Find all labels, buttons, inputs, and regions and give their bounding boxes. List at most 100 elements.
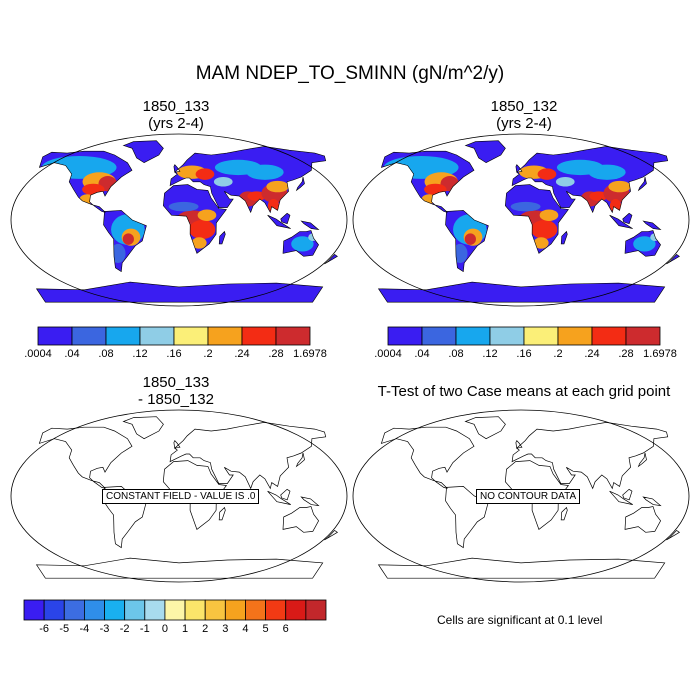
colorbar-swatch <box>105 326 141 346</box>
panel-title-3: 1850_133 - 1850_132 <box>26 374 326 408</box>
colorbar-swatch <box>139 326 175 346</box>
colorbar-swatch <box>144 599 166 621</box>
colorbar-tick-label: -3 <box>100 623 110 635</box>
colorbar-tick-label: .12 <box>132 348 147 360</box>
colorbar-swatch <box>625 326 661 346</box>
colorbar-swatch <box>241 326 277 346</box>
colorbar-tick-label: .08 <box>448 348 463 360</box>
field-region-13 <box>191 237 207 249</box>
significance-note: Cells are significant at 0.1 level <box>437 613 603 627</box>
colorbar-swatch <box>204 599 226 621</box>
colorbar-tick-label: -2 <box>120 623 130 635</box>
colorbar-swatch <box>84 599 105 621</box>
panel-title-3-line1: 1850_133 <box>142 374 210 391</box>
colorbar-swatch <box>245 599 266 621</box>
colorbar-tick-label: .24 <box>234 348 249 360</box>
colorbar-swatch <box>557 326 593 346</box>
colorbar-tick-label: .04 <box>64 348 79 360</box>
field-region-21 <box>556 159 604 176</box>
field-region-21 <box>214 159 262 176</box>
panel-title-2-line2: (yrs 2-4) <box>496 115 552 132</box>
colorbar-swatch <box>207 326 243 346</box>
field-region-12 <box>510 201 541 212</box>
colorbar-tick-label: -1 <box>140 623 150 635</box>
field-region-17 <box>589 191 609 201</box>
colorbar-1: .0004 .04 .08 .12 .16 .2 .24 .28 1.6978 <box>24 326 327 360</box>
field-region-24 <box>291 236 314 252</box>
colorbar-tick-label: .16 <box>516 348 531 360</box>
panel-title-1-line2: (yrs 2-4) <box>148 115 204 132</box>
colorbar-swatch <box>387 326 423 346</box>
colorbar-tick-label: .12 <box>482 348 497 360</box>
field-region-19 <box>266 180 289 193</box>
field-region-22 <box>213 177 233 187</box>
field-region-3 <box>424 183 447 196</box>
field-region-24 <box>633 236 656 252</box>
field-region-25 <box>650 233 660 242</box>
panel-title-1: 1850_133 (yrs 2-4) <box>26 98 326 132</box>
colorbar-tick-label: .16 <box>166 348 181 360</box>
field-region-15 <box>195 168 215 180</box>
colorbar-tick-label: .2 <box>553 348 562 360</box>
field-region-11 <box>197 209 217 221</box>
field-region-19 <box>608 180 631 193</box>
field-region-7 <box>122 233 134 245</box>
field-region-23 <box>609 198 622 213</box>
map-border <box>10 409 348 583</box>
figure-title: MAM NDEP_TO_SMINN (gN/m^2/y) <box>195 63 505 84</box>
coastline <box>377 140 680 303</box>
colorbar-tick-label: 0 <box>162 623 168 635</box>
panel-title-3-line2: - 1850_132 <box>138 391 214 408</box>
colorbar-swatch <box>455 326 491 346</box>
field-region-4 <box>79 194 95 204</box>
field-region-7 <box>464 233 476 245</box>
field-region-25 <box>308 233 318 242</box>
colorbar-tick-label: 5 <box>263 623 269 635</box>
colorbar-tick-label: -6 <box>39 623 49 635</box>
map-panel-3 <box>10 409 348 583</box>
field-region-22 <box>555 177 575 187</box>
field-region-3 <box>82 183 105 196</box>
panel-title-2-line1: 1850_132 <box>490 98 558 115</box>
colorbar-tick-label: 4 <box>242 623 248 635</box>
colorbar-swatch <box>265 599 287 621</box>
colorbar-swatch <box>104 599 126 621</box>
colorbar-tick-label: 1 <box>182 623 188 635</box>
colorbar-swatch <box>523 326 559 346</box>
colorbar-2: .0004 .04 .08 .12 .16 .2 .24 .28 1.6978 <box>374 326 677 360</box>
colorbar-swatch <box>285 599 307 621</box>
constant-field-message: CONSTANT FIELD - VALUE IS .0 <box>102 489 260 504</box>
colorbar-swatch <box>124 599 146 621</box>
colorbar-swatch <box>275 326 311 346</box>
colorbar-tick-label: .28 <box>268 348 283 360</box>
colorbar-tick-label: 1.6978 <box>643 348 677 360</box>
colorbar-tick-label: 6 <box>283 623 289 635</box>
field-region-10 <box>189 220 216 240</box>
colorbar-swatch <box>71 326 107 346</box>
colorbar-tick-label: .24 <box>584 348 599 360</box>
colorbar-3: -6 -5 -4 -3 -2 -1 0 1 2 3 4 5 6 <box>23 599 327 635</box>
map-panel-1 <box>10 133 348 307</box>
colorbar-swatch <box>164 599 186 621</box>
colorbar-swatch <box>305 599 327 621</box>
colorbar-tick-label: .08 <box>98 348 113 360</box>
map-border <box>10 133 348 307</box>
colorbar-swatch <box>63 599 85 621</box>
colorbar-swatch <box>421 326 457 346</box>
no-contour-message: NO CONTOUR DATA <box>476 489 581 504</box>
colorbar-swatch <box>489 326 525 346</box>
panel-title-1-line1: 1850_133 <box>142 98 210 115</box>
field-region-13 <box>533 237 549 249</box>
map-border <box>352 133 690 307</box>
field-region-12 <box>168 201 199 212</box>
colorbar-tick-label: 2 <box>202 623 208 635</box>
field-region-4 <box>421 194 437 204</box>
colorbar-tick-label: -5 <box>59 623 69 635</box>
field-region-17 <box>247 191 267 201</box>
colorbar-tick-label: .0004 <box>374 348 402 360</box>
colorbar-tick-label: 3 <box>222 623 228 635</box>
colorbar-swatch <box>23 599 45 621</box>
colorbar-tick-label: .2 <box>203 348 212 360</box>
panel-title-2: 1850_132 (yrs 2-4) <box>374 98 674 132</box>
colorbar-tick-label: .0004 <box>24 348 52 360</box>
